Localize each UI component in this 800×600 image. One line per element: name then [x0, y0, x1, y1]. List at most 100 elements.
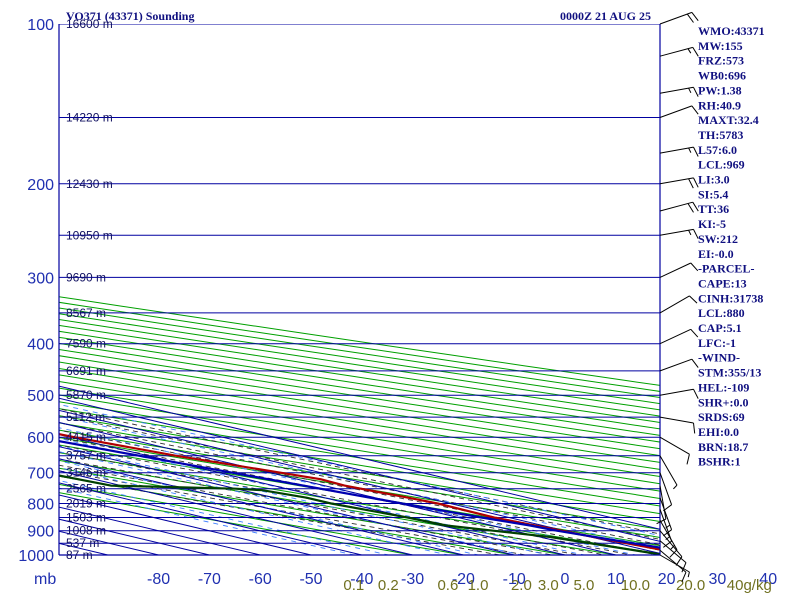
height-label: 1008 m	[66, 524, 106, 538]
index-entry: TH:5783	[698, 128, 743, 142]
wind-barb-half-flag	[688, 87, 692, 94]
moist-adiabat	[59, 415, 660, 540]
wind-barb-flag	[687, 203, 694, 213]
mixing-ratio-line	[59, 467, 450, 555]
moist-adiabat	[59, 422, 660, 546]
wind-barb-staff	[659, 146, 694, 154]
index-entry: EHI:0.0	[698, 425, 739, 439]
index-entry: -PARCEL-	[698, 262, 754, 276]
pressure-unit-label: mb	[34, 571, 56, 588]
index-entry: WMO:43371	[698, 24, 765, 38]
wind-barb-staff	[659, 328, 692, 345]
mixing-ratio-line	[59, 445, 551, 555]
height-label: 12430 m	[66, 177, 113, 191]
dry-adiabat	[59, 367, 660, 463]
wind-barb-flag	[691, 105, 699, 115]
index-entry: SW:212	[698, 232, 738, 246]
wind-barb	[659, 472, 673, 512]
wind-barb	[659, 540, 687, 573]
index-entry: LCL:969	[698, 158, 745, 172]
dry-adiabat	[59, 459, 619, 555]
wind-barb-flag	[681, 572, 687, 582]
height-label: 3757 m	[66, 449, 106, 463]
wind-barb-staff	[659, 549, 687, 573]
wind-barb-staff	[659, 11, 693, 25]
index-entry: CINH:31738	[698, 291, 763, 305]
wind-barb-half-flag	[673, 484, 678, 490]
profile-lines	[59, 432, 660, 555]
wind-barb-flag	[693, 87, 699, 97]
mixing-ratio-label: 0.1	[343, 577, 364, 594]
wind-barb	[659, 11, 699, 25]
pressure-tick-label: 200	[27, 177, 54, 194]
wind-barb-half-flag	[687, 571, 690, 578]
wind-barb	[659, 358, 699, 372]
wind-barb-flag	[689, 295, 698, 304]
wind-barb-flag	[693, 177, 699, 188]
isotherm-line	[59, 397, 660, 542]
moist-adiabat	[59, 437, 660, 555]
mixing-ratio-labels: 0.1 0.2 0.6 1.0 2.0 3.0 5.0 10.0 20.0 40g/kg	[343, 577, 771, 594]
index-entry: BSHR:1	[698, 455, 741, 469]
wind-barb	[659, 228, 699, 239]
wind-barb-flag	[688, 178, 694, 189]
isotherm-line	[59, 446, 515, 555]
dry-adiabat	[59, 422, 660, 522]
temperature-tick-labels: -80 -70 -60 -50 -40 -30 -20 -10 0 10 20 30 40	[147, 571, 777, 588]
height-label: 10950 m	[66, 228, 113, 242]
wind-barb	[659, 146, 699, 157]
index-entry: LCL:880	[698, 306, 745, 320]
temperature-profile	[59, 432, 660, 551]
height-label: 9690 m	[66, 270, 106, 284]
mixing-ratio-label: 1.0	[468, 577, 489, 594]
height-label: 3146 m	[66, 466, 106, 480]
index-entry: SHR+:0.0	[698, 395, 749, 409]
index-entry: WB0:696	[698, 69, 746, 83]
index-entry: MAXT:32.4	[698, 113, 759, 127]
wind-barb-flag	[692, 201, 699, 212]
index-entry: RH:40.9	[698, 98, 741, 112]
temperature-tick-label: -70	[198, 571, 221, 588]
wind-barb-flag	[693, 229, 699, 239]
index-entry: BRN:18.7	[698, 440, 748, 454]
dry-adiabat	[59, 342, 660, 436]
wind-barb	[659, 519, 678, 558]
pressure-tick-label: 400	[27, 337, 54, 354]
wind-barb-flag	[681, 562, 687, 573]
wind-barb-flag	[693, 422, 696, 434]
wind-barb	[659, 201, 699, 213]
index-entry: LFC:-1	[698, 336, 736, 350]
dry-adiabat	[59, 387, 660, 485]
wind-barb	[659, 455, 678, 490]
wind-barb	[659, 436, 690, 465]
index-entry: LI:3.0	[698, 173, 730, 187]
index-entry: SRDS:69	[698, 410, 745, 424]
dry-adiabat	[59, 355, 660, 450]
moist-adiabat	[59, 464, 555, 555]
height-label: 2019 m	[66, 497, 106, 511]
wind-barb-staff	[659, 358, 693, 372]
dry-adiabat	[59, 380, 660, 478]
mixing-ratio-line	[59, 437, 586, 555]
temperature-tick-label: 10	[607, 571, 625, 588]
dry-adiabat	[59, 483, 467, 555]
wind-barb-staff	[659, 530, 683, 558]
pressure-tick-label: 100	[27, 17, 54, 34]
wind-barb-staff	[659, 46, 693, 57]
plot-frame	[58, 24, 661, 556]
station-title: VO371 (43371) Sounding	[66, 9, 194, 23]
wind-barb-staff	[659, 177, 694, 185]
index-entry: CAPE:13	[698, 276, 747, 290]
wind-barb	[659, 86, 699, 97]
dry-adiabat	[59, 361, 660, 457]
height-label: 14220 m	[66, 111, 113, 125]
isotherm-line	[59, 458, 464, 555]
moist-adiabat-lines	[59, 408, 660, 555]
stability-indices-panel: WMO:43371MW:155FRZ:573WB0:696PW:1.38RH:4…	[698, 24, 765, 469]
wind-barb-flag	[693, 388, 699, 399]
wind-barb-flag	[686, 13, 694, 23]
pressure-tick-label: 600	[27, 430, 54, 447]
temperature-tick-label: -80	[147, 571, 170, 588]
index-entry: HEL:-109	[698, 380, 749, 394]
index-entry: MW:155	[698, 39, 743, 53]
